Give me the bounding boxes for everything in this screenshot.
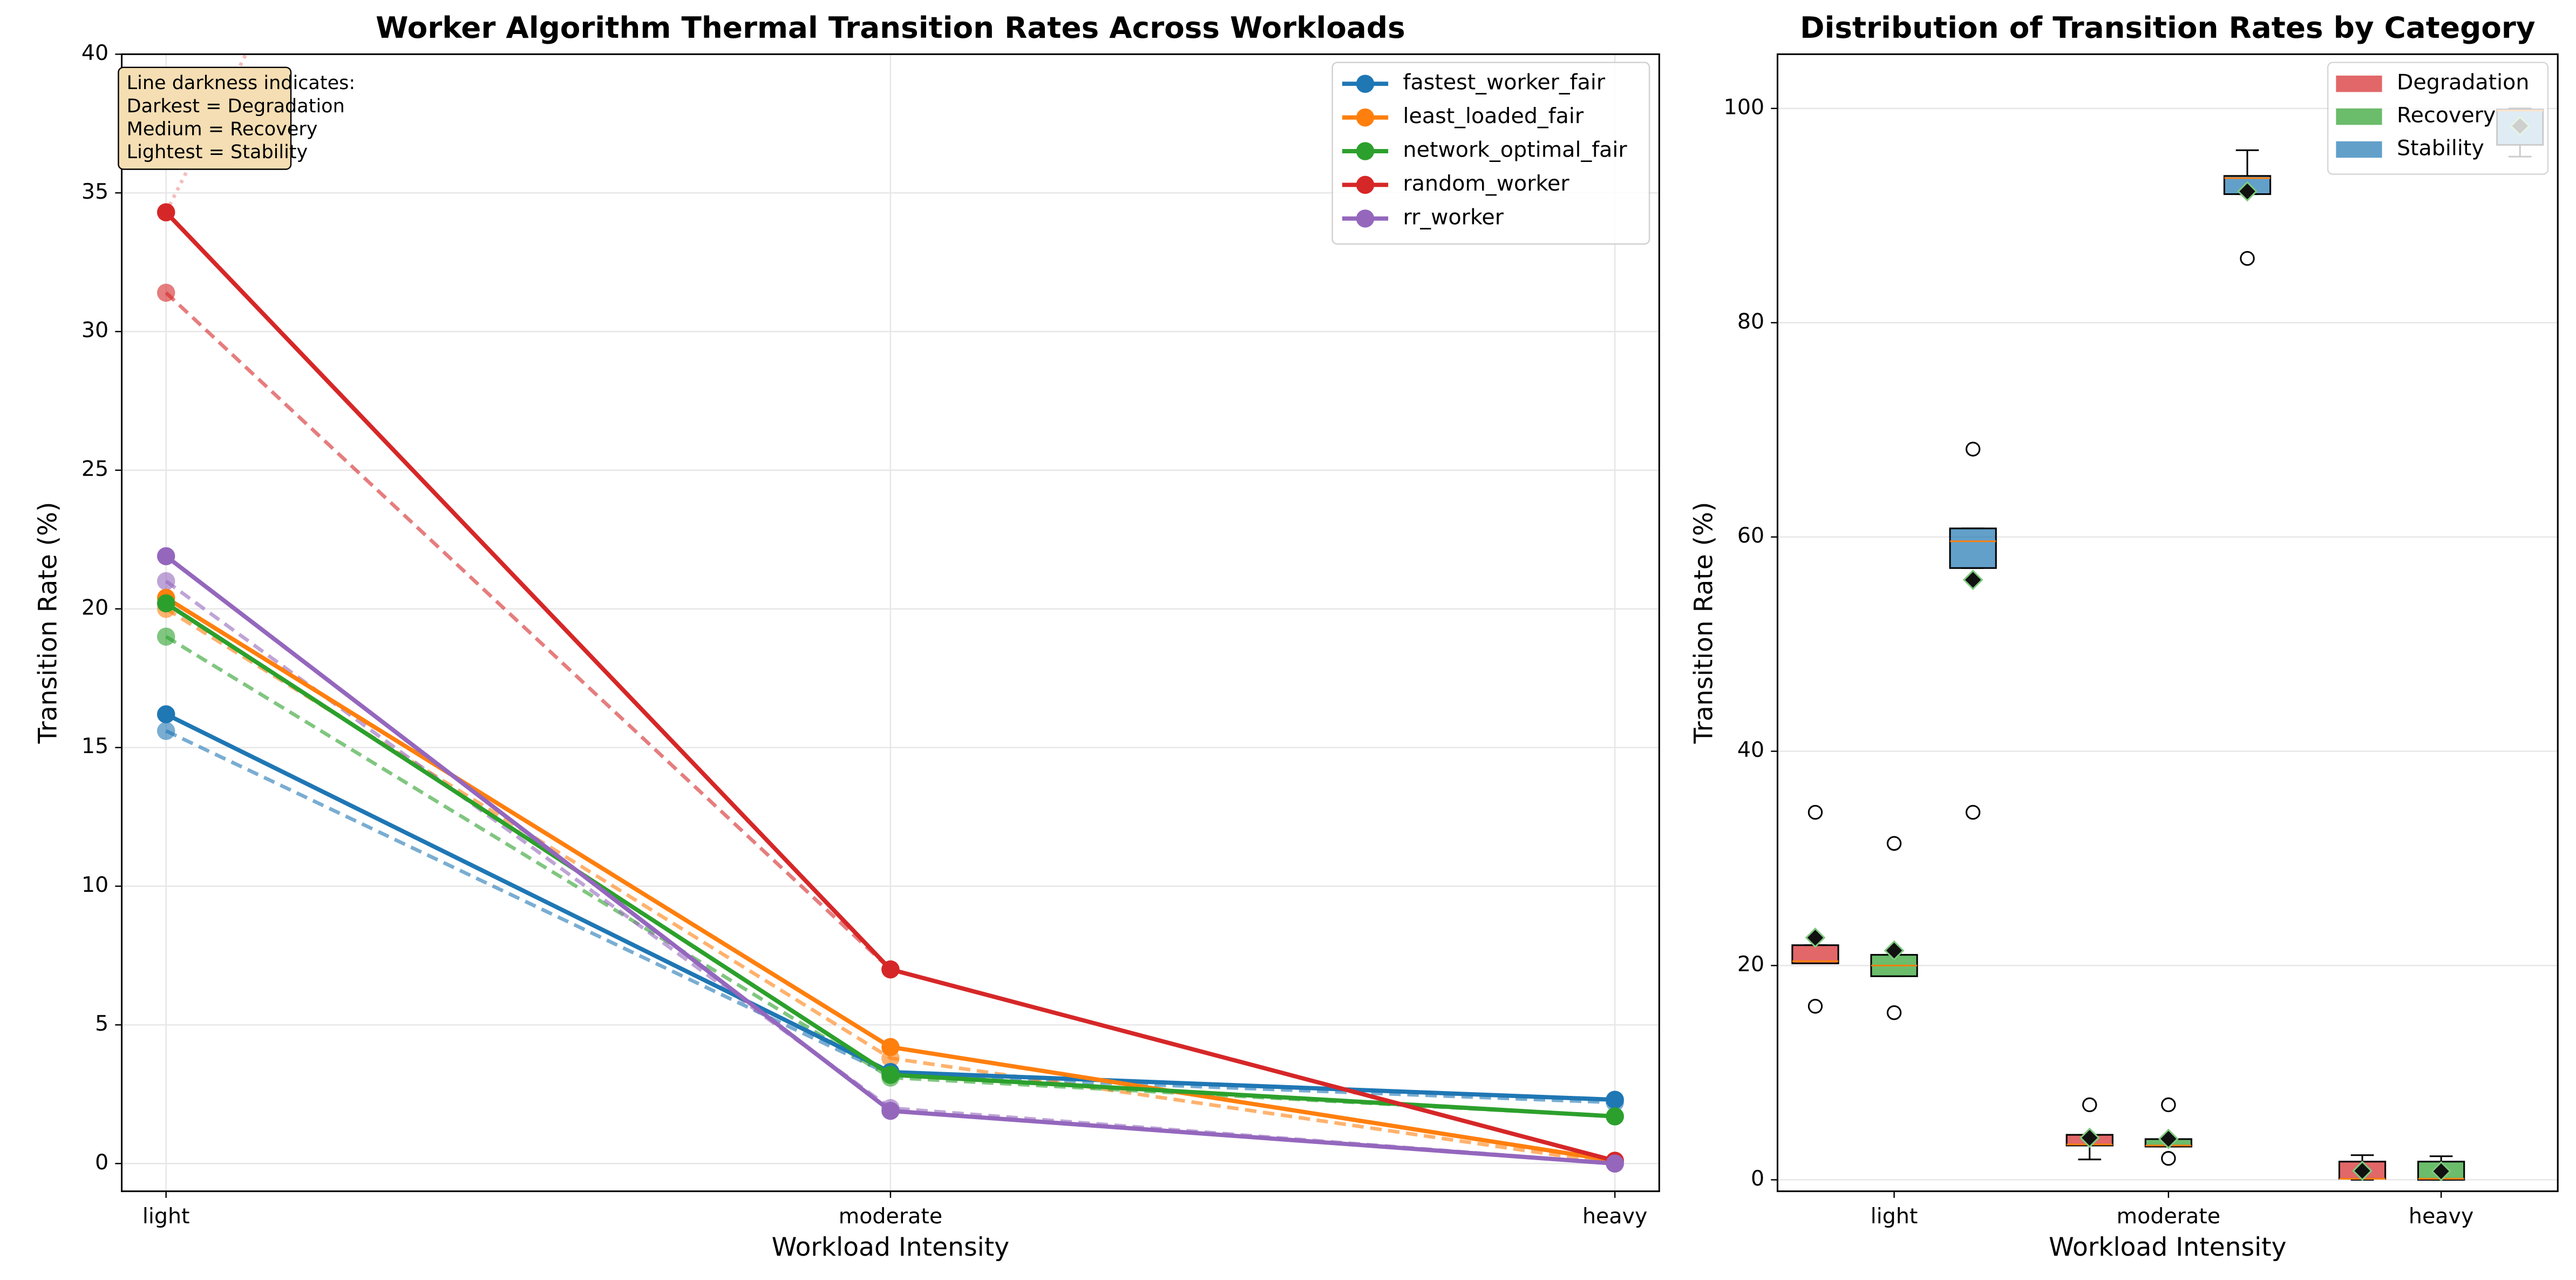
- point: [157, 283, 175, 302]
- annotation-text: Medium = Recovery: [127, 118, 318, 140]
- y-tick-label: 20: [1737, 952, 1764, 977]
- point: [157, 572, 175, 591]
- y-tick-label: 100: [1724, 94, 1764, 119]
- legend-swatch: [2336, 108, 2382, 125]
- y-tick-label: 10: [81, 872, 108, 897]
- mean-marker: [1805, 927, 1826, 948]
- outlier: [1966, 442, 1981, 457]
- plot-frame: [120, 53, 1660, 1193]
- outlier: [1966, 805, 1981, 820]
- point: [881, 1101, 900, 1120]
- annotation-text: Line darkness indicates:: [127, 72, 356, 94]
- x-tick-label: moderate: [2117, 1204, 2220, 1229]
- y-tick-label: 0: [1751, 1166, 1764, 1191]
- box-chart: 0 20 40 60 80 100 light moderate heavy Distributi…: [1689, 10, 2559, 1262]
- y-tick-label: 25: [81, 457, 108, 482]
- mean-marker: [2079, 1127, 2100, 1148]
- mean-marker: [1884, 940, 1905, 961]
- y-tick-label: 30: [81, 318, 108, 343]
- x-axis-label: Workload Intensity: [772, 1232, 1009, 1262]
- point: [157, 705, 175, 723]
- plot-frame: [1776, 53, 2559, 1193]
- y-tick-label: 15: [81, 734, 108, 758]
- legend-marker: [1356, 75, 1375, 93]
- y-tick-label: 40: [1737, 737, 1764, 762]
- point: [157, 722, 175, 740]
- y-tick-label: 40: [81, 40, 108, 65]
- chart-title: Distribution of Transition Rates by Cate…: [1800, 10, 2536, 45]
- point: [1606, 1107, 1624, 1126]
- point: [157, 547, 175, 565]
- legend-swatch: [2336, 76, 2382, 92]
- point: [157, 627, 175, 646]
- y-tick-label: 5: [95, 1011, 108, 1036]
- mean-marker: [2352, 1160, 2373, 1181]
- legend-label: network_optimal_fair: [1403, 138, 1628, 162]
- chart-title: Worker Algorithm Thermal Transition Rate…: [376, 10, 1405, 45]
- y-tick-label: 20: [81, 595, 108, 620]
- legend-marker: [1356, 175, 1375, 194]
- legend-label: Recovery: [2397, 103, 2496, 128]
- annotation-text: Darkest = Degradation: [127, 96, 345, 117]
- y-axis-label: Transition Rate (%): [1689, 502, 1719, 744]
- x-tick-label: heavy: [2409, 1204, 2473, 1229]
- legend-marker: [1356, 209, 1375, 228]
- x-tick-label: light: [142, 1204, 190, 1229]
- mean-marker: [2237, 181, 2258, 202]
- legend-label: least_loaded_fair: [1403, 104, 1584, 128]
- mean-marker: [2158, 1128, 2179, 1149]
- plot-area: [157, 54, 1624, 1173]
- outlier: [1886, 1005, 1902, 1020]
- legend-label: fastest_worker_fair: [1403, 70, 1606, 95]
- box: [1949, 527, 1997, 569]
- outlier: [1807, 999, 1823, 1014]
- y-tick-label: 80: [1737, 309, 1764, 334]
- point: [157, 594, 175, 613]
- point: [1606, 1091, 1624, 1109]
- legend-box: [1331, 62, 1650, 245]
- x-tick-label: moderate: [839, 1204, 942, 1229]
- x-tick-label: light: [1871, 1204, 1918, 1229]
- mean-marker: [2431, 1161, 2452, 1182]
- annotation-text: Lightest = Stability: [127, 141, 308, 163]
- point: [1606, 1154, 1624, 1173]
- outlier: [1886, 836, 1902, 851]
- legend-label: random_worker: [1403, 171, 1570, 196]
- annotation-box: [118, 66, 292, 170]
- legend-label: Stability: [2397, 136, 2484, 160]
- outlier: [2240, 250, 2255, 266]
- box: [1791, 944, 1839, 965]
- y-tick-label: 35: [81, 179, 108, 204]
- legend-label: rr_worker: [1403, 205, 1504, 229]
- x-tick-label: heavy: [1582, 1204, 1647, 1229]
- legend-marker: [1356, 108, 1375, 127]
- outlier: [2161, 1151, 2176, 1166]
- y-tick-label: 60: [1737, 523, 1764, 548]
- point: [881, 960, 900, 979]
- y-tick-label: 0: [95, 1150, 108, 1175]
- point: [881, 1066, 900, 1084]
- legend-box: [2327, 62, 2549, 175]
- outlier: [2082, 1097, 2097, 1113]
- outlier: [1807, 805, 1823, 820]
- mean-marker: [1962, 570, 1983, 590]
- legend-label: Degradation: [2397, 70, 2529, 95]
- outlier: [2161, 1097, 2176, 1113]
- point: [881, 1038, 900, 1056]
- x-axis-label: Workload Intensity: [2049, 1232, 2286, 1262]
- legend-marker: [1356, 142, 1375, 160]
- line-chart: 0 5 10 15 20 25 30 35 40 light moderate heavy Worker…: [33, 10, 1660, 1262]
- legend-swatch: [2336, 141, 2382, 158]
- y-axis-label: Transition Rate (%): [33, 502, 63, 744]
- point: [157, 203, 175, 221]
